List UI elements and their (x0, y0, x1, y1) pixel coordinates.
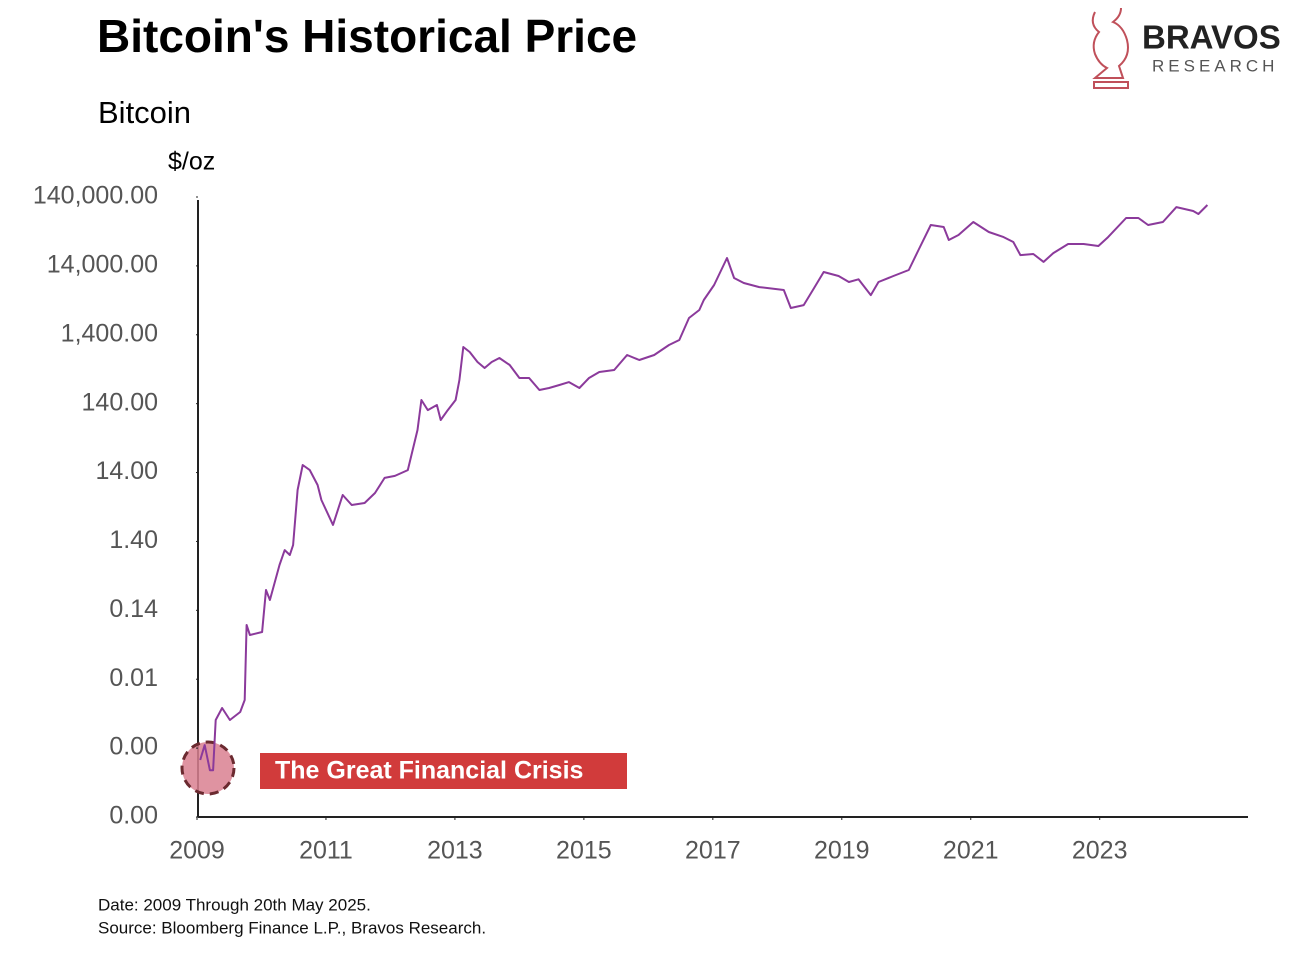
y-tick-label: 140.00 (82, 388, 158, 416)
y-tick-label: 1,400.00 (61, 319, 158, 347)
annotation-circle (180, 740, 236, 796)
y-tick-label: 14,000.00 (47, 250, 158, 278)
chart-title: Bitcoin's Historical Price (97, 10, 637, 62)
y-tick-label: 0.14 (109, 595, 158, 623)
annotation-box (260, 753, 627, 789)
y-tick-label: 14.00 (95, 457, 158, 485)
x-tick-label: 2013 (427, 837, 483, 865)
y-tick-label: 140,000.00 (33, 182, 158, 210)
price-line (199, 204, 1209, 772)
annotation: The Great Financial Crisis (275, 757, 583, 785)
y-tick-label: 0.00 (109, 733, 158, 761)
x-tick-label: 2023 (1072, 837, 1128, 865)
y-axis-label: $/oz (168, 148, 215, 176)
note: Source: Bloomberg Finance L.P., Bravos R… (98, 918, 486, 937)
note: Date: 2009 Through 20th May 2025. (98, 895, 371, 914)
y-tick-label: 1.40 (109, 526, 158, 554)
chart-subtitle: Bitcoin (98, 95, 191, 130)
x-tick-label: 2015 (556, 837, 612, 865)
y-tick-label: 0.00 (109, 802, 158, 830)
x-tick-label: 2017 (685, 837, 741, 865)
logo-name: BRAVOS (1142, 19, 1281, 56)
x-tick-label: 2021 (943, 837, 999, 865)
x-tick-label: 2011 (299, 837, 353, 865)
logo-icon (1091, 7, 1129, 89)
y-tick-label: 0.01 (109, 664, 158, 692)
x-tick-label: 2019 (814, 837, 870, 865)
x-tick-label: 2009 (169, 837, 225, 865)
logo-tagline: RESEARCH (1152, 56, 1278, 75)
